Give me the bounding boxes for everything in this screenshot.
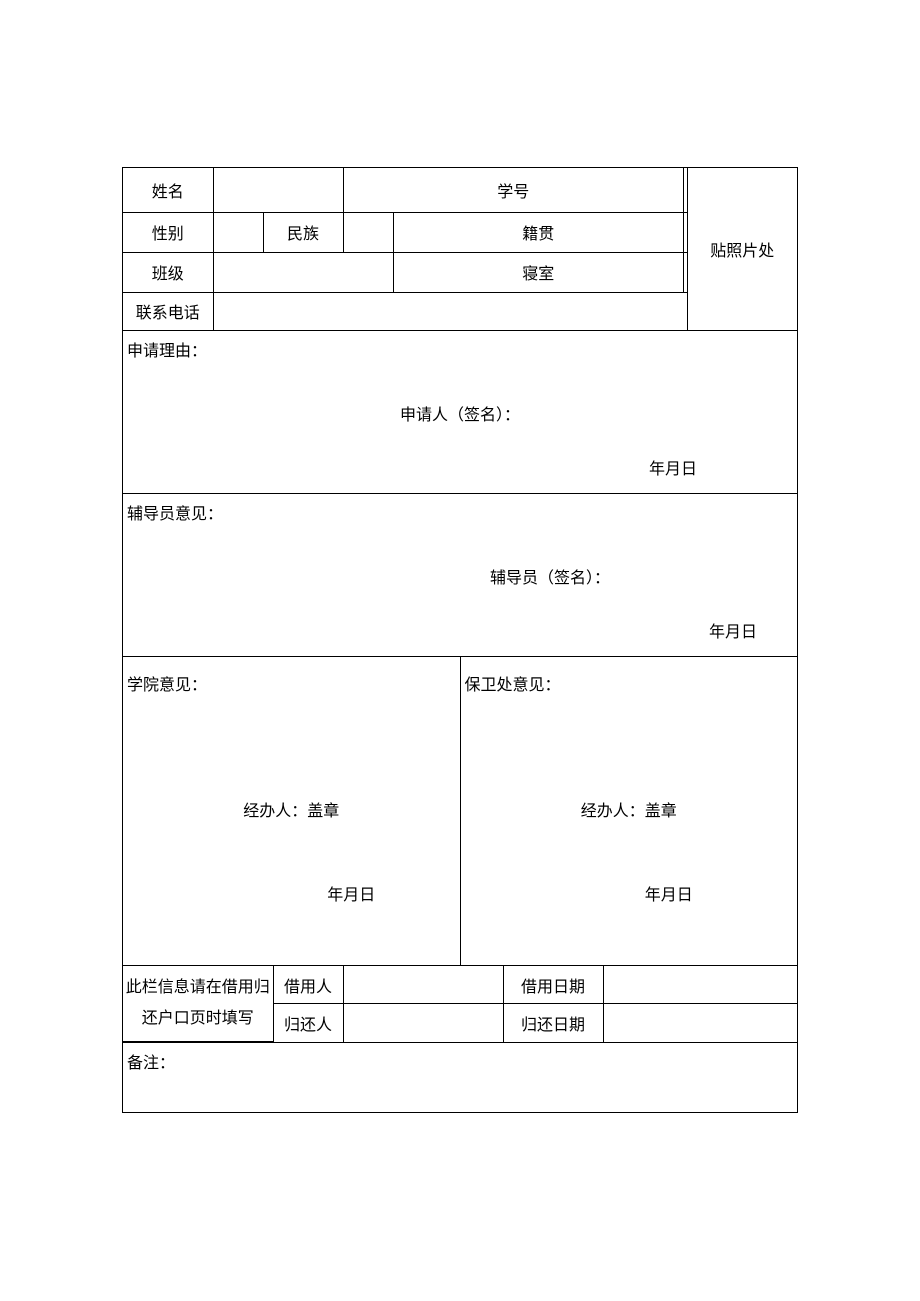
counselor-signature-label: 辅导员（签名）： bbox=[123, 494, 797, 588]
phone-value bbox=[213, 292, 687, 330]
security-title: 保卫处意见： bbox=[465, 671, 561, 695]
borrower-value bbox=[343, 966, 503, 1004]
counselor-section: 辅导员意见： 辅导员（签名）： 年月日 bbox=[123, 493, 797, 656]
counselor-title: 辅导员意见： bbox=[127, 500, 223, 524]
native-place-label: 籍贯 bbox=[393, 212, 684, 252]
class-label: 班级 bbox=[123, 252, 213, 292]
security-column: 保卫处意见： 经办人：盖章 年月日 bbox=[461, 657, 798, 965]
remark-title: 备注： bbox=[127, 1049, 175, 1073]
borrow-row-1: 此栏信息请在借用归 还户口页时填写 借用人 借用日期 bbox=[123, 966, 797, 1004]
ethnicity-label: 民族 bbox=[263, 212, 343, 252]
borrower-label: 借用人 bbox=[273, 966, 343, 1004]
borrow-table: 此栏信息请在借用归 还户口页时填写 借用人 借用日期 归还人 归还日期 bbox=[123, 965, 797, 1042]
dorm-value bbox=[684, 252, 687, 292]
returner-value bbox=[343, 1004, 503, 1042]
counselor-date: 年月日 bbox=[123, 588, 797, 656]
applicant-signature-label: 申请人（签名）： bbox=[123, 331, 797, 425]
reason-date: 年月日 bbox=[123, 425, 797, 493]
borrow-date-label: 借用日期 bbox=[503, 966, 603, 1004]
reason-section: 申请理由： 申请人（签名）： 年月日 bbox=[123, 330, 797, 493]
borrow-note: 此栏信息请在借用归 还户口页时填写 bbox=[123, 966, 273, 1042]
college-title: 学院意见： bbox=[127, 671, 207, 695]
name-label: 姓名 bbox=[123, 168, 213, 212]
borrow-note-line1: 此栏信息请在借用归 bbox=[126, 979, 270, 996]
college-column: 学院意见： 经办人：盖章 年月日 bbox=[123, 657, 461, 965]
phone-label: 联系电话 bbox=[123, 292, 213, 330]
security-date: 年月日 bbox=[461, 821, 798, 945]
native-place-value bbox=[684, 212, 687, 252]
remark-section: 备注： bbox=[123, 1042, 797, 1112]
row-name: 姓名 学号 贴照片处 bbox=[123, 168, 797, 212]
student-id-label: 学号 bbox=[343, 168, 684, 212]
opinion-columns: 学院意见： 经办人：盖章 年月日 保卫处意见： 经办人：盖章 年月日 bbox=[123, 656, 797, 965]
reason-title: 申请理由： bbox=[127, 337, 207, 361]
gender-value bbox=[213, 212, 263, 252]
dorm-label: 寝室 bbox=[393, 252, 684, 292]
form-container: 姓名 学号 贴照片处 性别 民族 籍贯 班级 寝室 联系电话 申请理由： 申请人… bbox=[122, 167, 798, 1113]
return-date-label: 归还日期 bbox=[503, 1004, 603, 1042]
name-value bbox=[213, 168, 343, 212]
borrow-note-line2: 还户口页时填写 bbox=[142, 1010, 254, 1027]
class-value bbox=[213, 252, 393, 292]
returner-label: 归还人 bbox=[273, 1004, 343, 1042]
return-date-value bbox=[603, 1004, 797, 1042]
ethnicity-value bbox=[343, 212, 393, 252]
photo-placeholder: 贴照片处 bbox=[687, 168, 797, 330]
gender-label: 性别 bbox=[123, 212, 213, 252]
college-date: 年月日 bbox=[123, 821, 460, 945]
info-table: 姓名 学号 贴照片处 性别 民族 籍贯 班级 寝室 联系电话 bbox=[123, 168, 797, 330]
borrow-date-value bbox=[603, 966, 797, 1004]
